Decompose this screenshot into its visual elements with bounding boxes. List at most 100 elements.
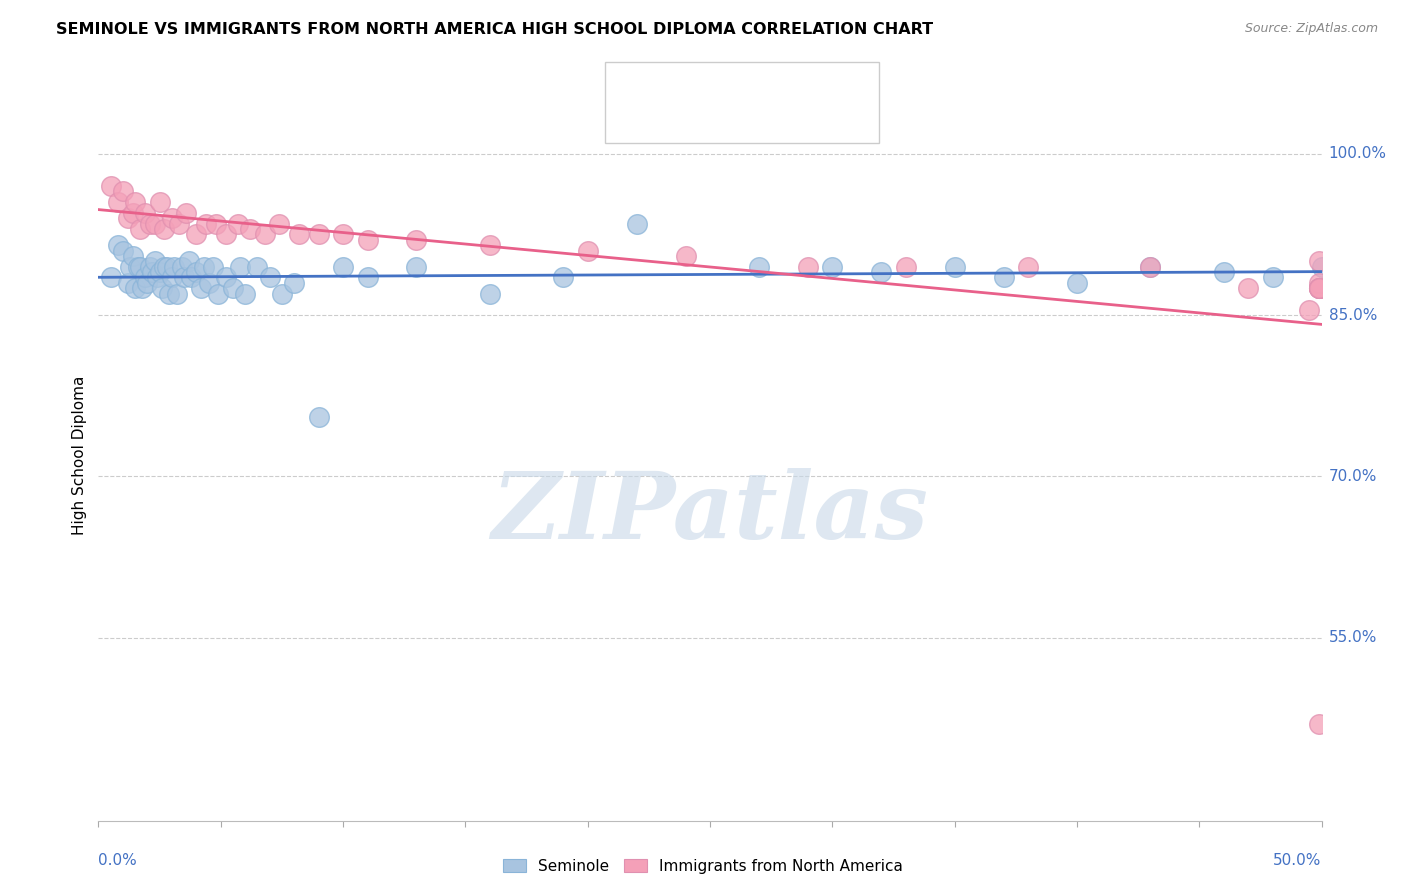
Point bbox=[180, 270, 202, 285]
Point bbox=[121, 249, 143, 263]
Point bbox=[1308, 281, 1330, 295]
Point bbox=[332, 260, 354, 274]
Text: -0.257: -0.257 bbox=[689, 113, 744, 128]
Point bbox=[1308, 254, 1330, 268]
Point bbox=[821, 260, 844, 274]
Point bbox=[111, 185, 134, 199]
Point bbox=[1298, 302, 1320, 317]
Point bbox=[149, 265, 172, 279]
Point bbox=[157, 286, 180, 301]
Point bbox=[121, 206, 143, 220]
Point bbox=[478, 286, 501, 301]
Point bbox=[894, 260, 917, 274]
Point bbox=[1066, 276, 1088, 290]
Point bbox=[478, 238, 501, 252]
Point bbox=[117, 276, 139, 290]
Point bbox=[308, 227, 330, 242]
Text: N =: N = bbox=[742, 113, 776, 128]
Point bbox=[259, 270, 281, 285]
Point bbox=[186, 227, 208, 242]
Point bbox=[160, 270, 183, 285]
Point bbox=[107, 195, 129, 210]
Point bbox=[229, 260, 252, 274]
Point bbox=[134, 270, 156, 285]
Point bbox=[143, 254, 166, 268]
Point bbox=[214, 227, 236, 242]
Point bbox=[356, 233, 378, 247]
Point bbox=[193, 260, 215, 274]
Point bbox=[576, 244, 599, 258]
Point bbox=[186, 265, 208, 279]
Text: 55.0%: 55.0% bbox=[1329, 631, 1376, 645]
Text: 45: 45 bbox=[778, 113, 799, 128]
Text: Source: ZipAtlas.com: Source: ZipAtlas.com bbox=[1244, 22, 1378, 36]
Point bbox=[153, 222, 176, 236]
Point bbox=[332, 227, 354, 242]
Point bbox=[207, 286, 229, 301]
Text: 85.0%: 85.0% bbox=[1329, 308, 1376, 323]
Point bbox=[107, 238, 129, 252]
Point bbox=[111, 244, 134, 258]
Y-axis label: High School Diploma: High School Diploma bbox=[72, 376, 87, 534]
Point bbox=[150, 281, 173, 295]
Point bbox=[222, 281, 245, 295]
Point bbox=[167, 217, 190, 231]
Text: 0.0%: 0.0% bbox=[98, 854, 138, 868]
Point bbox=[100, 179, 122, 194]
Point bbox=[136, 276, 159, 290]
Point bbox=[139, 217, 162, 231]
Point bbox=[1308, 281, 1330, 295]
Point bbox=[139, 260, 162, 274]
Point bbox=[177, 254, 200, 268]
Point bbox=[170, 260, 193, 274]
Point bbox=[797, 260, 820, 274]
Point bbox=[1308, 276, 1330, 290]
Point bbox=[146, 270, 169, 285]
Point bbox=[1308, 281, 1330, 295]
Point bbox=[1139, 260, 1161, 274]
Point bbox=[134, 206, 156, 220]
Text: R =: R = bbox=[651, 79, 685, 95]
Point bbox=[205, 217, 228, 231]
Point bbox=[943, 260, 966, 274]
Point bbox=[870, 265, 893, 279]
Text: SEMINOLE VS IMMIGRANTS FROM NORTH AMERICA HIGH SCHOOL DIPLOMA CORRELATION CHART: SEMINOLE VS IMMIGRANTS FROM NORTH AMERIC… bbox=[56, 22, 934, 37]
Point bbox=[748, 260, 770, 274]
Point bbox=[100, 270, 122, 285]
Point bbox=[141, 265, 163, 279]
Point bbox=[239, 222, 262, 236]
Point bbox=[149, 195, 172, 210]
Point bbox=[1310, 260, 1333, 274]
Point bbox=[173, 270, 195, 285]
Point bbox=[1308, 281, 1330, 295]
Point bbox=[288, 227, 311, 242]
Point bbox=[117, 211, 139, 226]
Text: ZIPatlas: ZIPatlas bbox=[492, 468, 928, 558]
Point bbox=[163, 260, 186, 274]
Point bbox=[127, 260, 149, 274]
Point bbox=[202, 260, 225, 274]
Point bbox=[405, 233, 427, 247]
Text: 59: 59 bbox=[778, 79, 799, 95]
Point bbox=[1237, 281, 1260, 295]
Point bbox=[1139, 260, 1161, 274]
Point bbox=[1017, 260, 1039, 274]
Point bbox=[993, 270, 1015, 285]
Text: R =: R = bbox=[651, 113, 685, 128]
Point bbox=[253, 227, 276, 242]
Point bbox=[131, 281, 153, 295]
Text: 0.029: 0.029 bbox=[689, 79, 737, 95]
Text: 100.0%: 100.0% bbox=[1329, 146, 1386, 161]
Point bbox=[226, 217, 249, 231]
Text: N =: N = bbox=[742, 79, 776, 95]
Point bbox=[246, 260, 269, 274]
Point bbox=[129, 260, 152, 274]
Point bbox=[124, 281, 146, 295]
Point bbox=[129, 222, 152, 236]
Legend: Seminole, Immigrants from North America: Seminole, Immigrants from North America bbox=[496, 853, 910, 880]
Point bbox=[190, 281, 212, 295]
Point bbox=[308, 410, 330, 425]
Point bbox=[156, 260, 179, 274]
Point bbox=[1308, 281, 1330, 295]
Point bbox=[233, 286, 256, 301]
